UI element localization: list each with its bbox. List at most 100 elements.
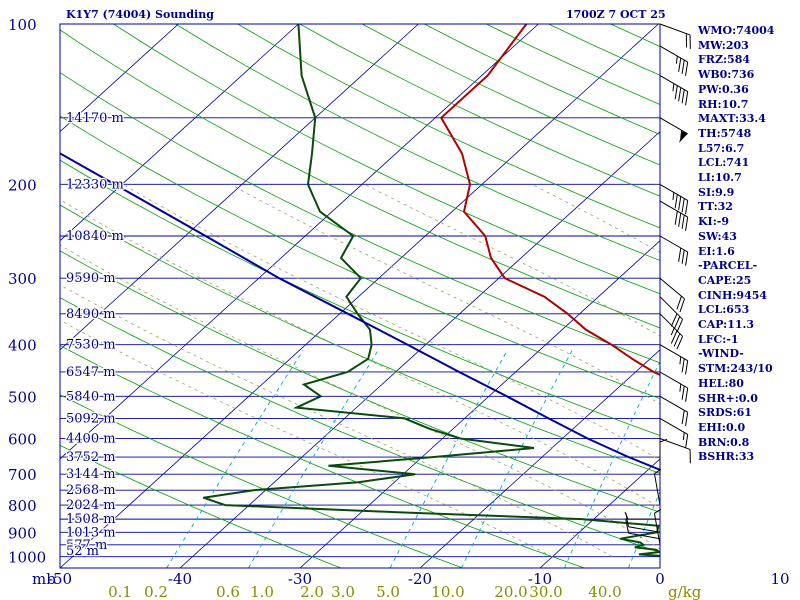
- index-line: BRN:0.8: [698, 435, 750, 449]
- index-line: MAXT:33.4: [698, 112, 766, 126]
- index-line: RH:10.7: [698, 97, 749, 111]
- index-line: BSHR:33: [698, 450, 755, 464]
- index-line: SI:9.9: [698, 185, 735, 199]
- index-line: SRDS:61: [698, 406, 752, 420]
- parcel-line: [60, 152, 660, 471]
- isotherm-line: [179, 131, 660, 568]
- wind-barb: [659, 395, 689, 427]
- isotherm-line: [419, 349, 660, 568]
- wind-barbs: [624, 23, 691, 545]
- index-line: PW:0.36: [698, 82, 749, 96]
- wind-barb: [659, 117, 688, 143]
- height-label: 5092 m: [66, 411, 116, 426]
- mixing-ratio-tick-label: 1.0: [250, 583, 274, 600]
- wind-barb: [659, 296, 684, 333]
- moist-adiabat-line: [122, 184, 660, 461]
- index-line: CAP:11.3: [698, 318, 755, 332]
- gkg-unit-label: g/kg: [668, 583, 702, 600]
- height-label: 2568 m: [66, 483, 116, 498]
- index-line: HEL:80: [698, 376, 744, 390]
- mixing-ratio-tick-label: 2.0: [300, 583, 324, 600]
- dry-adiabat-line: [60, 250, 660, 513]
- height-label: 3144 m: [66, 467, 116, 482]
- height-label: 577 m: [66, 538, 107, 553]
- height-label: 6547 m: [66, 365, 116, 380]
- index-line: SHR+:0.0: [698, 391, 758, 405]
- wind-barb: [659, 277, 685, 313]
- index-line: TH:5748: [698, 126, 752, 140]
- height-label: 1508 m: [66, 512, 116, 527]
- temp-tick-label: -40: [168, 570, 192, 588]
- isotherm-line: [539, 458, 660, 568]
- plot-frame: [59, 23, 661, 569]
- wind-barb: [659, 235, 689, 266]
- background-grid: [60, 24, 660, 568]
- temp-tick-label: -10: [528, 570, 552, 588]
- wind-barb: [659, 313, 684, 350]
- index-line: CINH:9454: [698, 288, 768, 302]
- mixing-ratio-tick-label: 40.0: [588, 583, 621, 600]
- isotherm-line: [60, 24, 179, 133]
- height-label: 8490 m: [66, 307, 116, 322]
- isotherm-line: [60, 24, 659, 568]
- mixing-ratio-tick-label: 5.0: [376, 583, 400, 600]
- wind-barb: [659, 438, 668, 475]
- moist-adiabat-line: [364, 184, 660, 337]
- wind-barb: [659, 23, 691, 49]
- index-line: LCL:653: [698, 303, 750, 317]
- mixing-ratio-line: [564, 360, 660, 568]
- mixing-ratio-tick-label: 20.0: [494, 583, 527, 600]
- height-label: 1013 m: [66, 525, 116, 540]
- dry-adiabat-line: [60, 204, 660, 474]
- moist-adiabat-line: [60, 284, 613, 558]
- wind-barb: [659, 200, 689, 231]
- height-label: 10840 m: [66, 229, 124, 244]
- index-line: L57:6.7: [698, 141, 745, 155]
- mixing-ratio-line: [389, 350, 508, 568]
- index-line: LI:10.7: [698, 171, 742, 185]
- isotherm-line: [60, 24, 539, 460]
- pressure-tick-label: 800: [8, 497, 37, 515]
- mb-unit-label: mb: [32, 570, 56, 588]
- wind-barb: [659, 183, 689, 215]
- index-line: KI:-9: [698, 215, 729, 229]
- height-label: 9590 m: [66, 271, 116, 286]
- dry-adiabat-line: [60, 159, 660, 436]
- index-line: LFC:-1: [698, 332, 739, 346]
- mixing-ratio-tick-label: 3.0: [331, 583, 355, 600]
- pressure-tick-label: 700: [8, 466, 37, 484]
- temperature-line: [439, 24, 660, 376]
- index-line: -WIND-: [698, 347, 744, 361]
- mixing-ratio-line: [460, 350, 573, 568]
- dry-adiabat-line: [175, 24, 660, 261]
- wind-barb: [659, 417, 689, 449]
- index-line: EI:1.6: [698, 244, 735, 258]
- dry-adiabat-line: [113, 24, 660, 295]
- moist-adiabat-line: [60, 199, 660, 509]
- wind-barb: [625, 512, 661, 533]
- dewpoint-line: [202, 24, 660, 557]
- moist-adiabat-line: [60, 244, 660, 550]
- isotherm-line: [60, 24, 419, 351]
- wind-barb: [659, 438, 691, 464]
- mixing-ratio-tick-label: 30.0: [529, 583, 562, 600]
- pressure-tick-label: 900: [8, 524, 37, 542]
- wind-barb: [653, 468, 662, 506]
- index-line: MW:203: [698, 38, 749, 52]
- index-line: TT:32: [698, 200, 733, 214]
- height-label: 2024 m: [66, 498, 116, 513]
- height-label: 52 m: [66, 544, 99, 559]
- temp-tick-label: -30: [288, 570, 312, 588]
- index-line: STM:243/10: [698, 362, 773, 376]
- index-line: EHI:0.0: [698, 420, 746, 434]
- temp-tick-label: 10: [770, 570, 789, 588]
- index-line: CAPE:25: [698, 273, 752, 287]
- wind-barb: [659, 75, 689, 106]
- height-label: 3752 m: [66, 450, 116, 465]
- pressure-tick-label: 600: [8, 431, 37, 449]
- wind-barb: [659, 45, 689, 76]
- observation-time: 1700Z 7 OCT 25: [566, 8, 666, 21]
- mixing-ratio-line: [248, 350, 379, 568]
